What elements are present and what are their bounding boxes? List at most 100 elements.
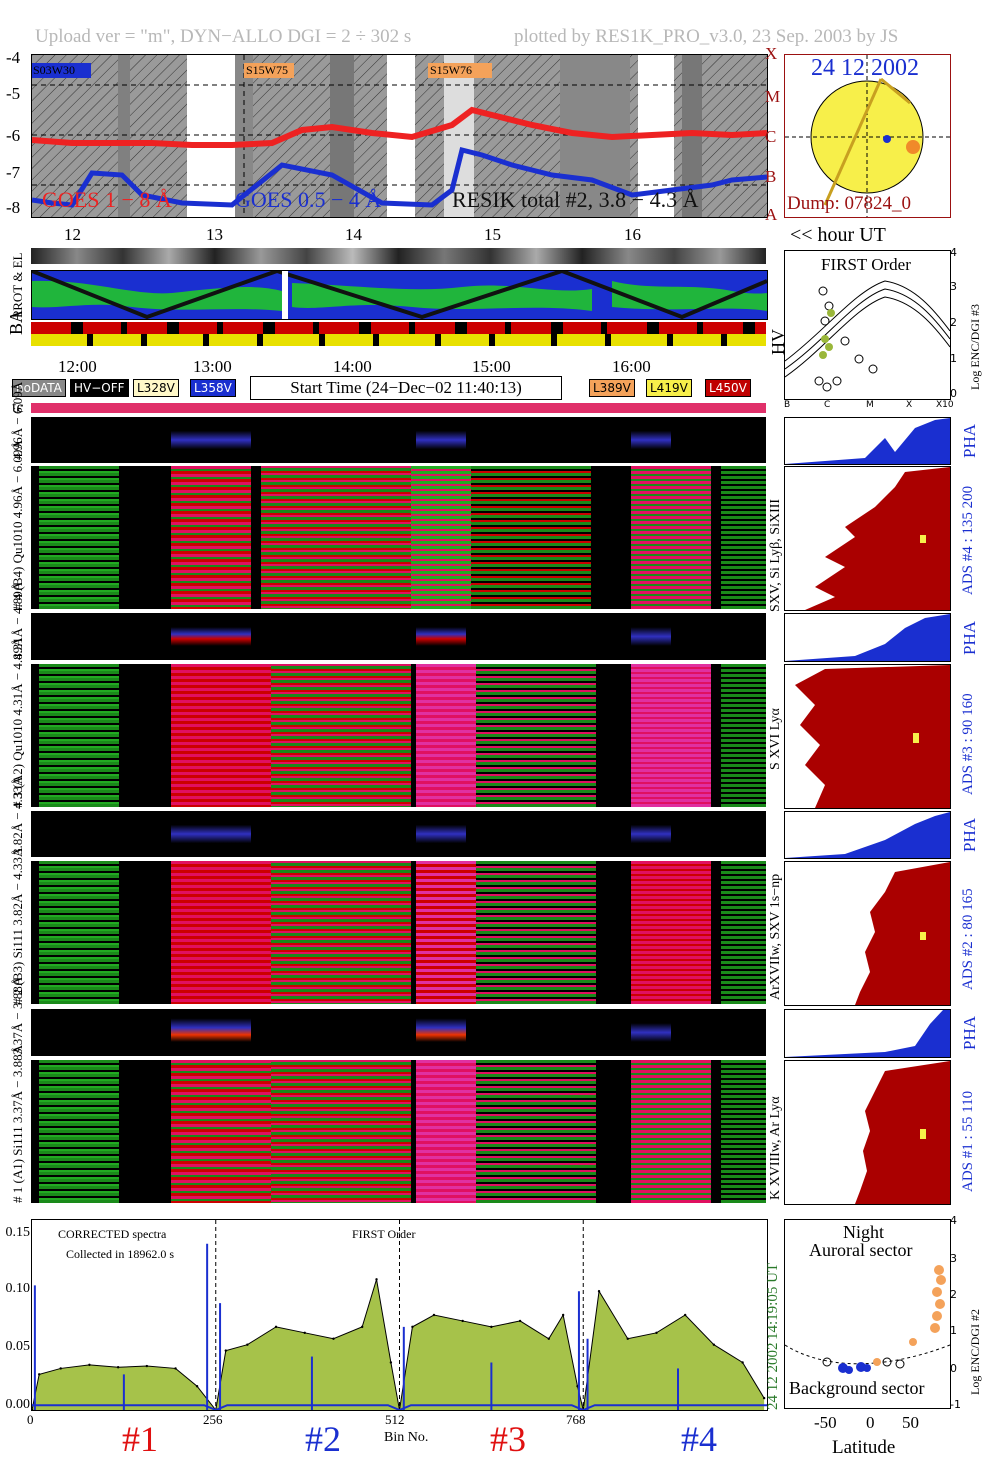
spec-date: 24 12 2002	[765, 1342, 781, 1411]
channel-label-3: #3	[490, 1419, 526, 1459]
hour-ut-label: << hour UT	[790, 224, 886, 246]
spectrum-point	[59, 1367, 62, 1370]
ch3-pha-label: PHA	[960, 620, 979, 655]
ch1-pha-range: 3.37Å − 3.88Å	[10, 976, 25, 1055]
ch1-ads: ADS #1 : 55 110	[960, 1090, 976, 1192]
spectrum-point	[762, 1396, 766, 1400]
spectrum-line	[32, 1279, 765, 1410]
ch2-pha-band	[31, 811, 766, 857]
tc-bar	[31, 403, 766, 413]
spec-xlabel: Bin No.	[384, 1430, 429, 1445]
legend-resik: RESIK total #2, 3.8 − 4.3 Å	[452, 187, 699, 212]
ch4-lines: SXV, Si Lyβ, SiXIII	[768, 498, 783, 612]
tc-label: tc	[12, 399, 24, 416]
ch3-ads: ADS #3 : 90 160	[960, 693, 976, 795]
latitude-panel: Night Auroral sector Background sector	[784, 1219, 951, 1409]
spectrum-point	[490, 1325, 493, 1329]
spectrum-point	[683, 1313, 687, 1317]
spectrum-point	[655, 1331, 658, 1335]
latitude-xlabel: Latitude	[832, 1437, 896, 1458]
hour-tick-15: 15	[484, 225, 501, 244]
channel-label-2: #2	[305, 1419, 341, 1459]
region-label-1: S03W30	[32, 63, 91, 78]
hour-tick-12: 12	[64, 225, 81, 244]
ch4-ads-hist	[784, 466, 951, 611]
legend-l450: L450V	[705, 379, 751, 397]
goes-1-8-curve	[32, 106, 767, 148]
spectrum-plot	[32, 1220, 767, 1410]
spectrum-point	[432, 1313, 436, 1317]
ch4-spectrogram	[31, 466, 766, 609]
legend-l358: L358V	[190, 379, 236, 397]
first-order-ylabel: Log ENC/DGI #3	[968, 304, 982, 390]
legend-nodata: noDATA	[12, 379, 66, 397]
spectrum-point	[389, 1361, 393, 1364]
goes-ytick-3: -6	[6, 126, 21, 145]
start-time-box: Start Time (24−Dec−02 11:40:13)	[250, 376, 562, 400]
spectrum-point	[597, 1290, 601, 1293]
ch2-pha-range: 3.82Å − 4.33Å	[10, 776, 25, 855]
spectrum-point	[411, 1325, 414, 1329]
spectrum-point	[174, 1367, 177, 1370]
spectrum-point	[741, 1361, 744, 1364]
spectrum-point	[32, 1408, 34, 1410]
first-order-title: FIRST Order	[821, 255, 911, 274]
hour-tick-13: 13	[206, 225, 223, 244]
sun-date: 24 12 2002	[811, 55, 919, 81]
sun-position-orange	[906, 140, 920, 154]
spectrum-point	[547, 1337, 550, 1340]
time-tick-1600: 16:00	[612, 357, 651, 376]
ch1-spectrogram	[31, 1060, 766, 1203]
spectrum-point	[360, 1325, 364, 1329]
sun-position-blue	[883, 135, 891, 143]
spectrum-point	[116, 1366, 120, 1369]
region-label-2: S15W75	[244, 63, 294, 78]
spectrum-order: FIRST Order	[352, 1227, 416, 1241]
goes-ytick-4: -7	[6, 163, 21, 182]
goes-ytick-1: -4	[6, 48, 21, 67]
spectrum-point	[224, 1349, 227, 1352]
ch3-spectrogram	[31, 664, 766, 807]
time-tick-1300: 13:00	[193, 357, 232, 376]
background-spectrum-line	[32, 1404, 767, 1410]
legend-hvoff: HV−OFF	[70, 379, 129, 397]
spectrum-point	[332, 1337, 335, 1340]
goes-ytick-2: -5	[6, 84, 21, 103]
dump-id: Dump: 07824_0	[787, 193, 912, 214]
ch1-lines: K XVIIIw, Ar Lyα	[768, 1096, 783, 1200]
ch1-pha-band	[31, 1009, 766, 1056]
spectrum-note2: Collected in 18962.0 s	[66, 1247, 174, 1261]
grayscale-strip	[31, 248, 766, 264]
ch1-name: # 1 (A1) Si111 3.37Å − 3.88Å	[10, 1044, 25, 1203]
upload-info: Upload ver = "m", DYN−ALLO DGI = 2 ÷ 302…	[35, 26, 412, 47]
spectrum-point	[274, 1325, 278, 1329]
spectrum-point	[461, 1319, 464, 1323]
latitude-title2: Auroral sector	[809, 1240, 913, 1260]
ba-bar	[31, 322, 766, 346]
time-tick-1200: 12:00	[58, 357, 97, 376]
ch2-pha-hist	[784, 811, 951, 859]
spec-ytick-0: 0.00	[5, 1397, 31, 1412]
sun-disk-panel: 24 12 2002 Dump: 07824_0	[784, 54, 951, 218]
ch3-pha-band	[31, 613, 766, 660]
ch2-spectrogram	[31, 861, 766, 1004]
ch2-ads-hist	[784, 861, 951, 1006]
spectrum-point	[518, 1319, 522, 1323]
ch2-pha-label: PHA	[960, 817, 979, 852]
latitude-bottom: Background sector	[789, 1378, 925, 1398]
prot-el-label: PROT & EL	[10, 252, 25, 319]
ch1-ads-hist	[784, 1060, 951, 1205]
latitude-title1: Night	[843, 1222, 885, 1242]
legend-goes05: GOES 0.5 − 4 Å	[235, 187, 382, 212]
ch4-pha-label: PHA	[960, 423, 979, 458]
ch4-pha-band	[31, 417, 766, 463]
orbit-panel	[31, 270, 768, 320]
spectrum-area	[32, 1279, 765, 1410]
goes-plot	[32, 55, 767, 217]
spectrum-point	[37, 1373, 41, 1376]
channel-label-1: #1	[122, 1419, 158, 1459]
ch1-pha-label: PHA	[960, 1015, 979, 1050]
ba-label: BA	[6, 309, 26, 335]
legend-l419: L419V	[646, 379, 692, 397]
region-label-3: S15W76	[428, 63, 492, 78]
